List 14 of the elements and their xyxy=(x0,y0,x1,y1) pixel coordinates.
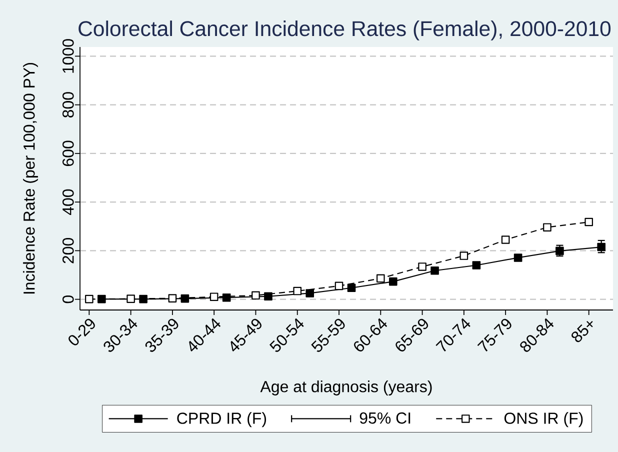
x-tick-label: 0-29 xyxy=(68,318,95,346)
y-tick-label: 600 xyxy=(62,140,74,166)
y-tick-label: 1000 xyxy=(62,39,74,73)
y-axis-title: Incidence Rate (per 100,000 PY) xyxy=(23,63,38,294)
text: 95% CI xyxy=(360,412,410,424)
legend-label: ONS IR (F) xyxy=(504,412,583,428)
y-tick-label: 0 xyxy=(62,295,74,304)
y-tick-label: 400 xyxy=(62,189,74,216)
y-tick-label: 200 xyxy=(62,238,74,264)
legend-label: CPRD IR (F) xyxy=(177,412,266,428)
y-tick-label: 800 xyxy=(62,92,74,118)
x-axis-title: Age at diagnosis (years) xyxy=(260,380,432,396)
chart-title: Colorectal Cancer Incidence Rates (Female), 2000-2010 xyxy=(78,20,611,40)
x-tick-label: 85+ xyxy=(572,320,593,342)
